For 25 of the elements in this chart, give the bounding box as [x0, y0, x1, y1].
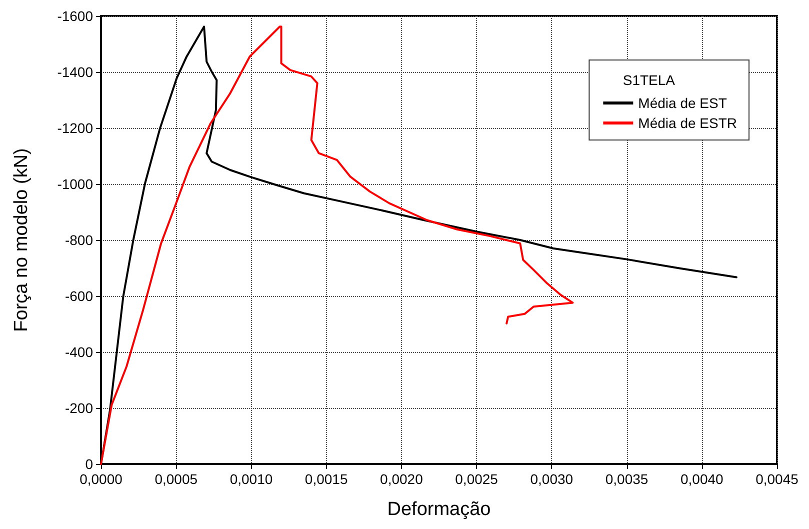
y-tick-label: -400	[64, 344, 94, 360]
y-tick-label: -800	[64, 232, 94, 248]
legend-title: S1TELA	[622, 72, 676, 88]
legend-label: Média de EST	[638, 95, 728, 111]
x-tick-label: 0,0035	[605, 471, 648, 487]
x-tick-label: 0,0010	[230, 471, 273, 487]
x-tick-label: 0,0025	[455, 471, 498, 487]
x-tick-label: 0,0000	[80, 471, 123, 487]
x-tick-label: 0,0005	[154, 471, 198, 487]
x-axis-title: Deformação	[387, 499, 491, 520]
y-tick-label: -1400	[57, 64, 94, 80]
y-tick-label: -200	[64, 400, 94, 416]
y-tick-label: -1200	[57, 120, 94, 136]
y-tick-label: -1000	[57, 176, 94, 192]
y-tick-label: -600	[64, 288, 94, 304]
y-tick-label: 0	[85, 456, 94, 472]
legend-label: Média de ESTR	[638, 115, 738, 131]
line-series	[100, 26, 574, 465]
x-tick-label: 0,0040	[680, 471, 724, 487]
x-tick-label: 0,0045	[756, 471, 799, 487]
x-tick-label: 0,0020	[380, 471, 424, 487]
x-tick-label: 0,0030	[530, 471, 574, 487]
y-axis-title: Força no modelo (kN)	[11, 148, 32, 332]
y-tick-label: -1600	[57, 8, 94, 24]
x-tick-label: 0,0015	[304, 471, 348, 487]
